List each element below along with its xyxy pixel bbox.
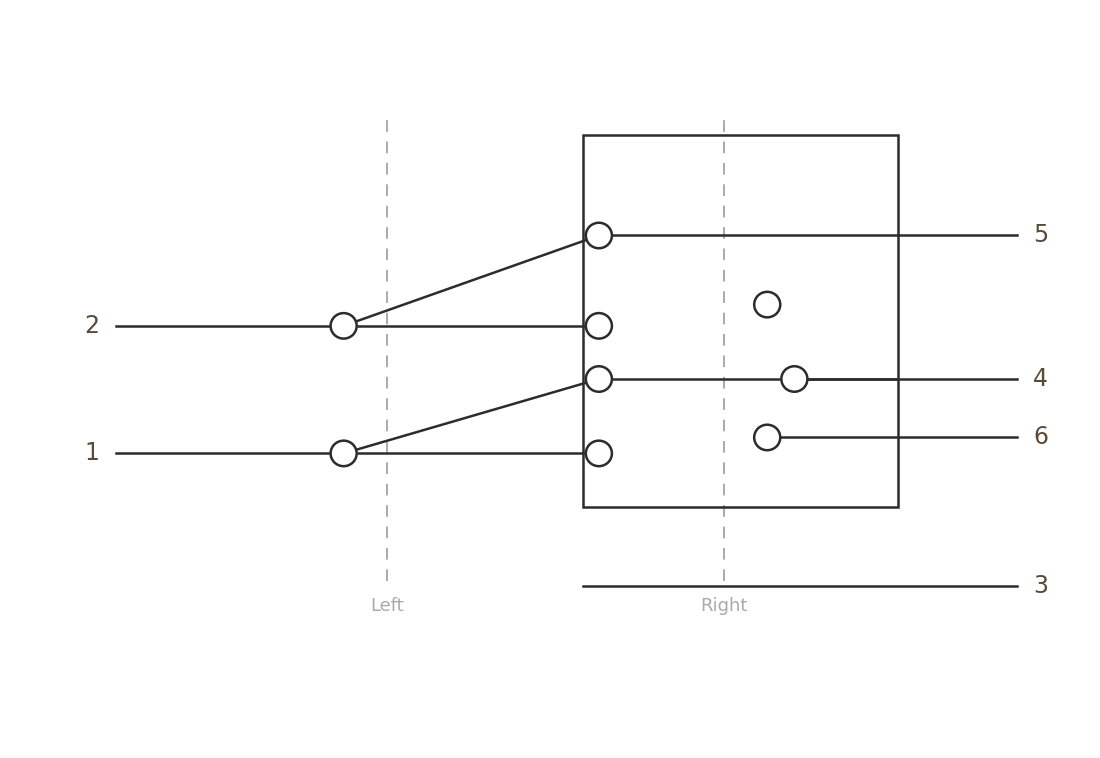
Text: 1: 1 bbox=[85, 441, 99, 465]
Circle shape bbox=[755, 424, 780, 450]
Circle shape bbox=[781, 366, 807, 392]
Text: 6: 6 bbox=[1033, 425, 1048, 449]
Text: 4: 4 bbox=[1033, 367, 1048, 391]
Circle shape bbox=[586, 223, 612, 249]
Circle shape bbox=[586, 313, 612, 339]
Text: Left: Left bbox=[371, 597, 404, 615]
Circle shape bbox=[586, 366, 612, 392]
Circle shape bbox=[755, 292, 780, 318]
Text: 2: 2 bbox=[85, 314, 99, 338]
Bar bbox=[583, 134, 898, 506]
Circle shape bbox=[331, 440, 356, 466]
Text: 5: 5 bbox=[1033, 224, 1048, 248]
Text: 3: 3 bbox=[1033, 575, 1048, 598]
Circle shape bbox=[586, 440, 612, 466]
Circle shape bbox=[331, 313, 356, 339]
Text: Right: Right bbox=[700, 597, 748, 615]
